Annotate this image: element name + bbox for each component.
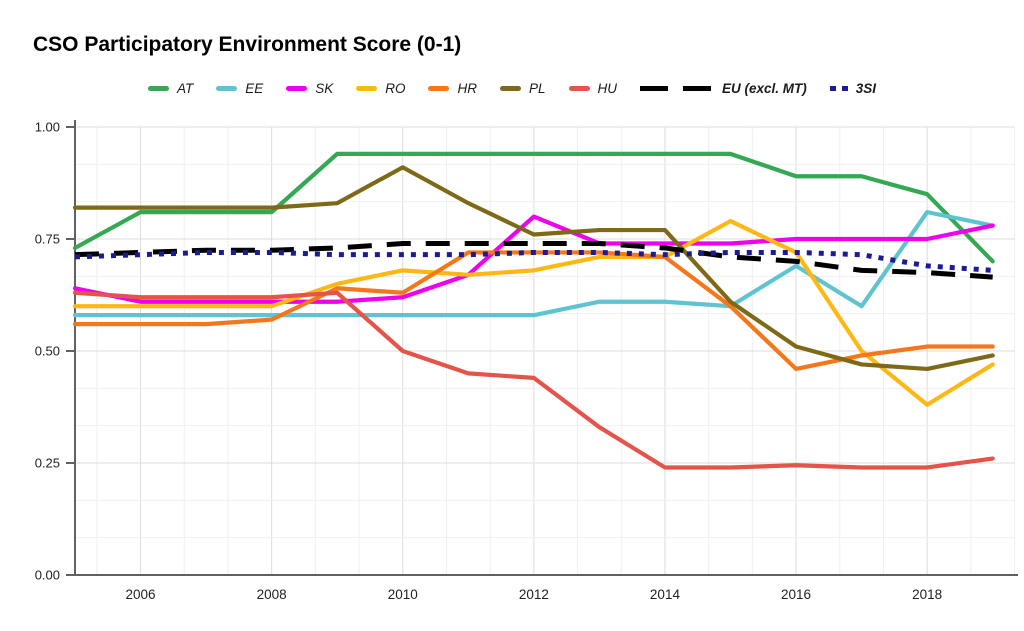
legend-label: RO <box>385 81 406 96</box>
legend-item-EE: EE <box>216 81 263 96</box>
legend-swatch <box>640 86 714 91</box>
legend-item-RO: RO <box>356 81 405 96</box>
legend-label: EU (excl. MT) <box>722 81 807 96</box>
legend-label: EE <box>245 81 264 96</box>
legend-swatch <box>147 86 169 91</box>
y-tick-label: 0.25 <box>35 456 60 471</box>
legend-swatch <box>286 86 308 91</box>
x-tick-label: 2010 <box>388 587 418 602</box>
legend-item-HR: HR <box>428 81 477 96</box>
legend-item-PL: PL <box>499 81 546 96</box>
chart-title: CSO Participatory Environment Score (0-1… <box>33 33 462 56</box>
legend-swatch <box>356 86 378 91</box>
x-tick-label: 2014 <box>650 587 681 602</box>
legend-label: PL <box>528 81 546 96</box>
legend-item-3SI: 3SI <box>829 81 877 96</box>
series-line-HU <box>72 290 995 470</box>
legend-item-HU: HU <box>568 81 618 96</box>
series-line-3SI <box>74 249 993 273</box>
legend-swatch <box>428 86 450 91</box>
legend-label: HU <box>597 81 618 96</box>
chart-legend: AT EE SK RO HR PL HU EU (excl. MT) 3SI <box>40 81 984 96</box>
y-tick-label: 0.50 <box>35 344 60 359</box>
legend-swatch <box>568 86 590 91</box>
legend-label: HR <box>457 81 477 96</box>
series-line-RO <box>72 218 995 407</box>
legend-item-EU-excl-MT-: EU (excl. MT) <box>640 81 807 96</box>
y-tick-label: 0.00 <box>35 568 60 583</box>
legend-swatch <box>216 86 238 91</box>
x-tick-label: 2018 <box>912 587 942 602</box>
series-line-AT <box>72 151 995 264</box>
legend-label: AT <box>176 81 194 96</box>
x-tick-label: 2006 <box>126 587 156 602</box>
legend-label: SK <box>315 81 334 96</box>
series-line-PL <box>72 165 995 372</box>
legend-item-SK: SK <box>286 81 333 96</box>
y-tick-label: 0.75 <box>35 232 60 247</box>
legend-swatch <box>829 86 848 91</box>
y-tick-label: 1.00 <box>35 120 60 135</box>
x-tick-label: 2008 <box>257 587 287 602</box>
series-line-EE <box>72 210 995 318</box>
legend-swatch <box>499 86 521 91</box>
x-tick-label: 2012 <box>519 587 549 602</box>
x-tick-label: 2016 <box>781 587 811 602</box>
legend-item-AT: AT <box>147 81 194 96</box>
legend-label: 3SI <box>855 81 877 96</box>
series-line-SK <box>72 214 995 304</box>
